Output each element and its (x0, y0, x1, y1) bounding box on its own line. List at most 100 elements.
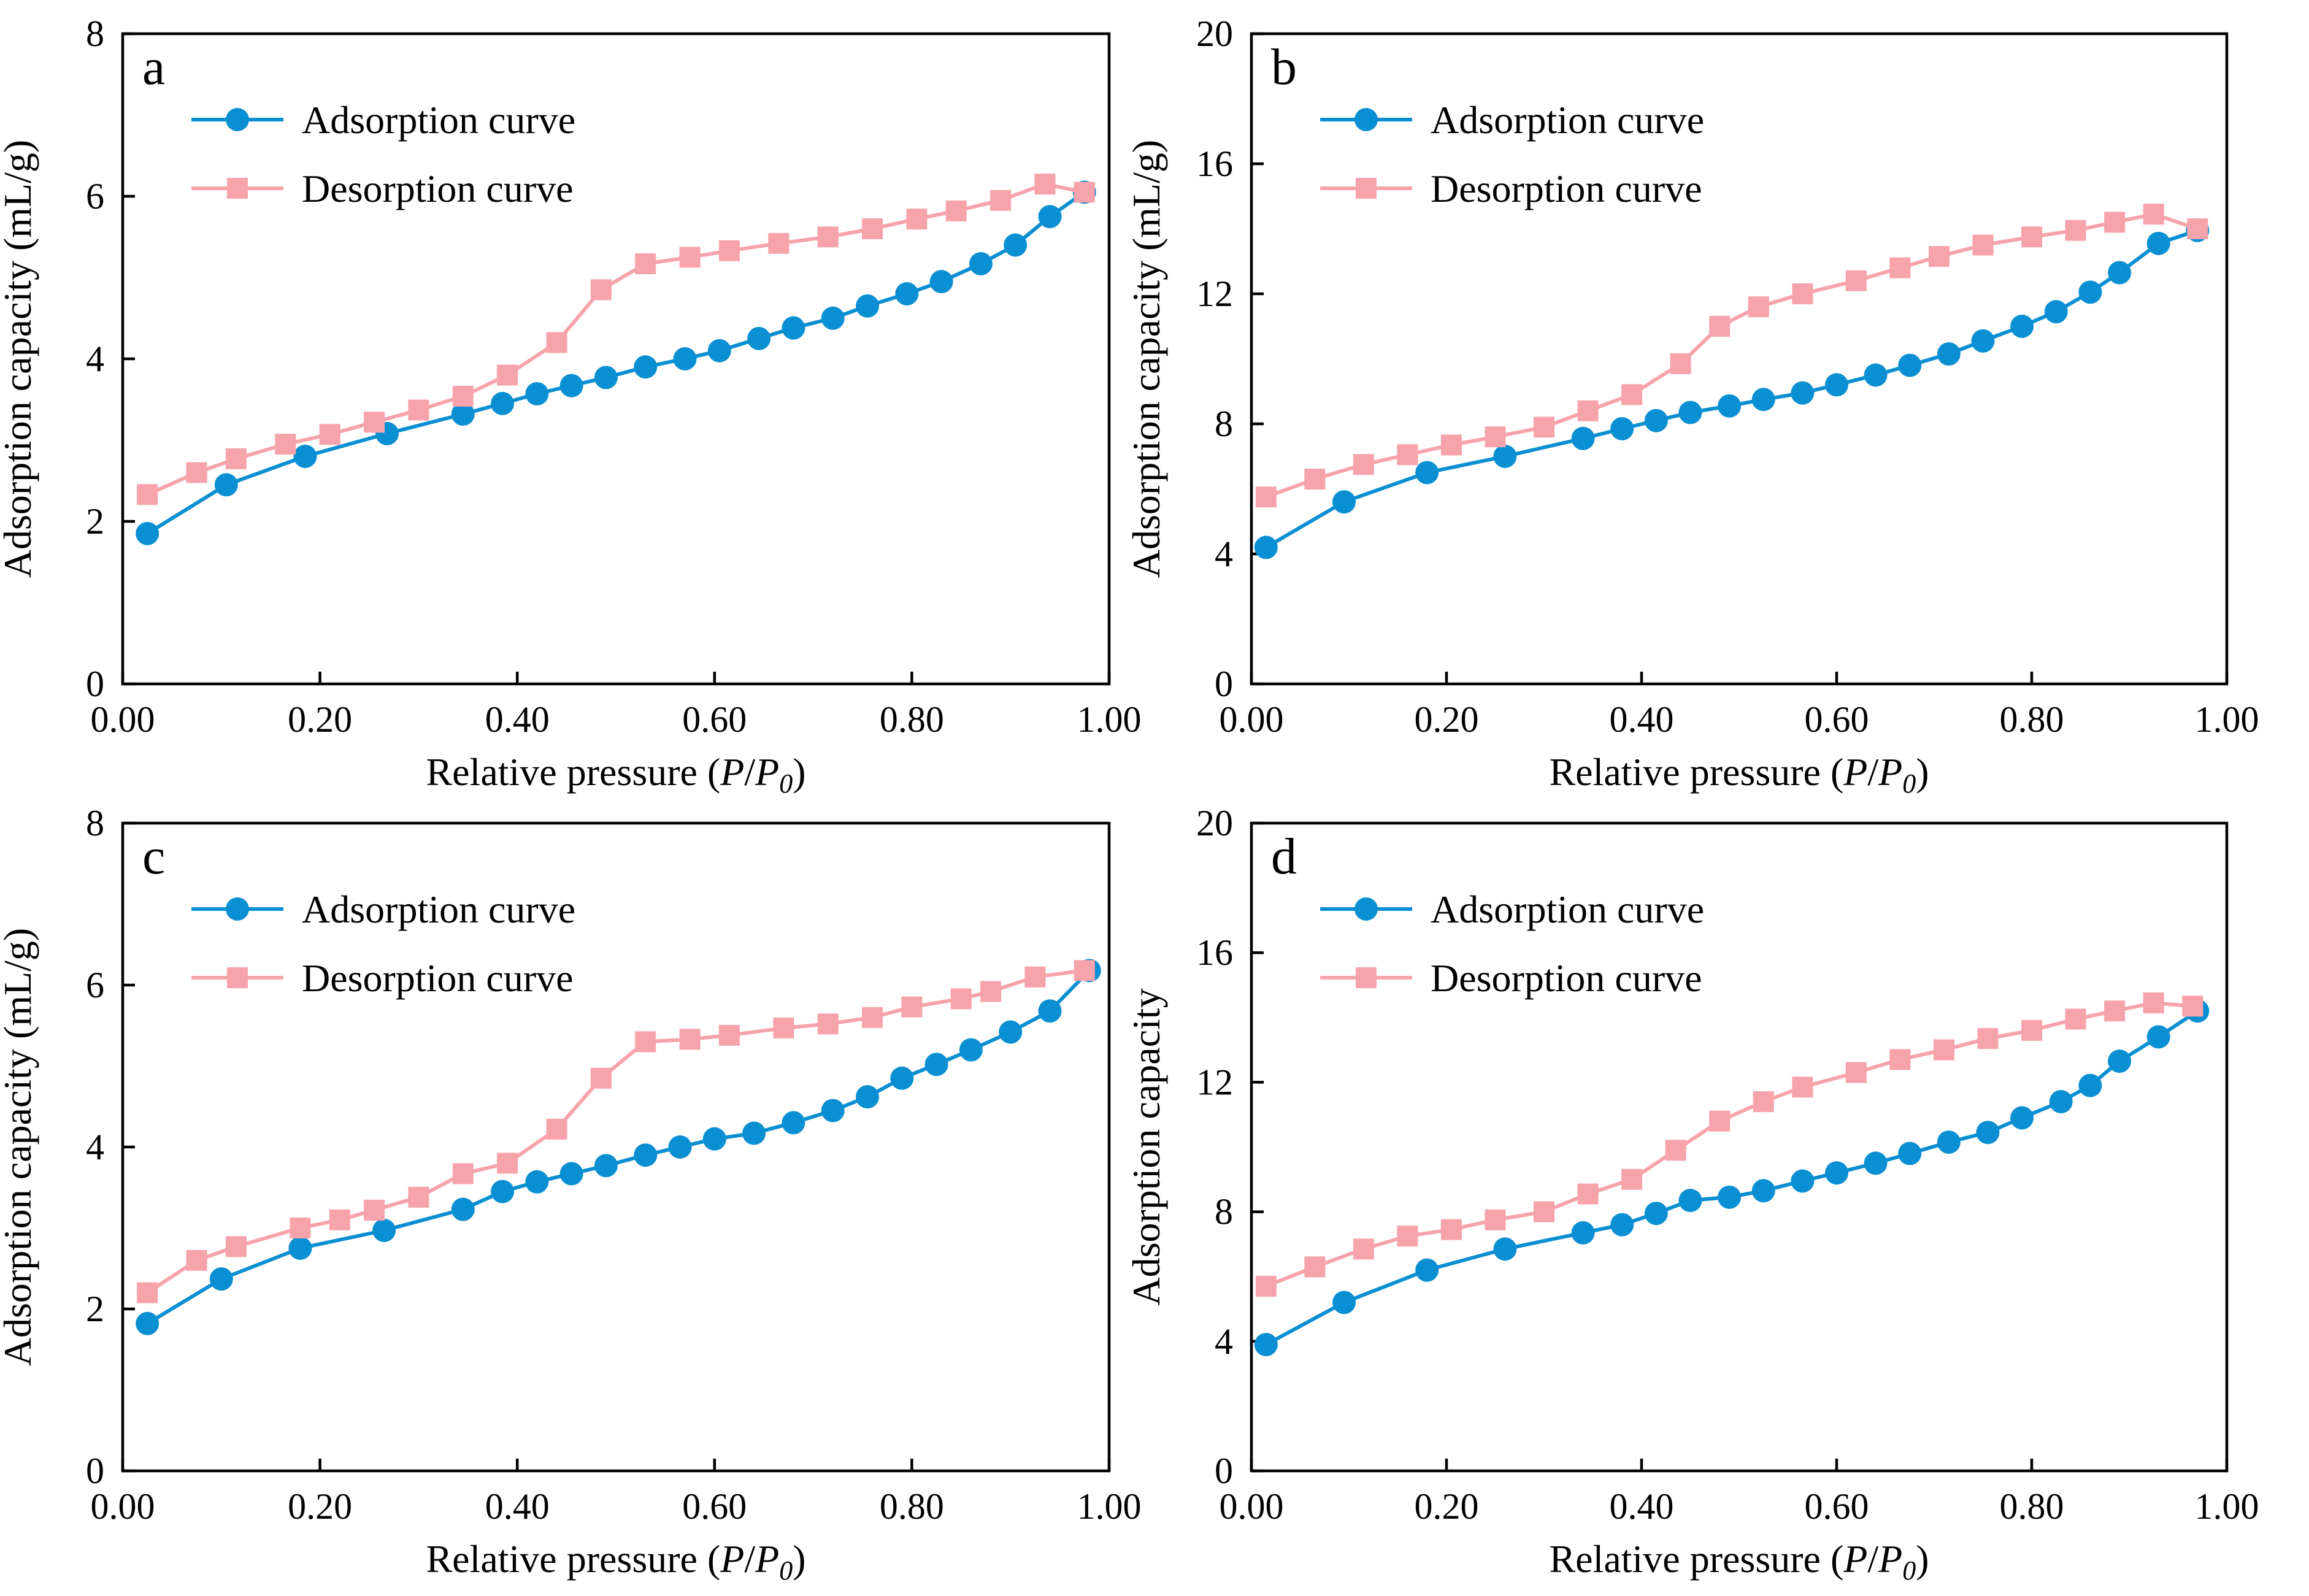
legend-desorption-marker (227, 967, 248, 988)
desorption-point (2021, 1019, 2042, 1041)
x-tick-label: 0.00 (91, 1486, 155, 1527)
adsorption-point (451, 402, 475, 426)
x-tick-label: 0.00 (91, 699, 155, 740)
y-tick-label: 6 (86, 965, 104, 1005)
y-tick-label: 0 (1215, 1451, 1233, 1491)
y-tick-label: 8 (86, 803, 104, 843)
desorption-series (137, 960, 1095, 1303)
adsorption-point (1493, 1237, 1517, 1261)
desorption-point (1577, 400, 1599, 421)
desorption-point (1748, 296, 1769, 318)
x-tick-label: 0.40 (485, 1486, 550, 1527)
legend: Adsorption curve Desorption curve (191, 888, 575, 1000)
x-tick-label: 0.20 (288, 1486, 352, 1527)
adsorption-point (1718, 394, 1742, 418)
desorption-point (1845, 270, 1867, 291)
adsorption-point (1415, 1258, 1439, 1282)
legend-desorption-marker (1356, 967, 1377, 988)
y-tick-label: 12 (1196, 274, 1233, 314)
x-tick-label: 0.00 (1220, 1486, 1284, 1527)
adsorption-point (1751, 388, 1775, 412)
panel-letter: d (1271, 828, 1297, 885)
adsorption-point (1864, 363, 1888, 387)
legend-desorption-label: Desorption curve (1431, 956, 1702, 1000)
desorption-point (290, 1218, 311, 1238)
x-tick-label: 0.80 (2000, 1486, 2064, 1527)
desorption-point (2182, 996, 2203, 1017)
adsorption-point (673, 347, 697, 370)
desorption-line (1265, 212, 2199, 499)
x-axis-label-part: P (1843, 1537, 1867, 1581)
adsorption-point (1004, 233, 1028, 257)
x-axis-label-part: P (1843, 750, 1867, 794)
adsorption-point (288, 1237, 312, 1260)
legend-adsorption-marker (226, 108, 249, 131)
panel-letter: c (142, 828, 165, 885)
adsorption-point (856, 294, 880, 318)
plot-frame (1250, 32, 2229, 686)
adsorption-point (821, 306, 845, 330)
x-axis-label-part: 0 (1902, 1556, 1916, 1586)
legend-desorption-label: Desorption curve (302, 956, 574, 1000)
desorption-point (1304, 1256, 1326, 1278)
desorption-point (2065, 220, 2086, 241)
desorption-point (1621, 1168, 1643, 1190)
adsorption-point (136, 521, 159, 545)
adsorption-point (782, 316, 805, 340)
desorption-point (1034, 174, 1056, 195)
desorption-point (1255, 1276, 1277, 1297)
legend-adsorption-label: Adsorption curve (1431, 888, 1704, 931)
x-tick-label: 0.60 (1805, 699, 1869, 740)
adsorption-point (594, 1154, 618, 1178)
desorption-point (1485, 426, 1506, 448)
x-axis-label-part: P (720, 1537, 744, 1581)
y-tick-label: 4 (1215, 534, 1233, 574)
y-axis-label: Adsorption capacity (mL/g) (0, 928, 39, 1366)
adsorption-point (1038, 205, 1062, 229)
adsorption-point (634, 1143, 658, 1167)
adsorption-point (2146, 231, 2170, 255)
desorption-point (225, 448, 247, 469)
desorption-point (635, 1031, 656, 1053)
desorption-point (186, 1249, 207, 1271)
y-axis-label: Adsorption capacity (mL/g) (0, 140, 39, 578)
panel-d: 0.00 0.20 0.40 0.60 0.80 1.00 0 4 8 12 16 20 d Adsorp… (1124, 803, 2259, 1586)
adsorption-point (999, 1020, 1023, 1044)
x-tick-label: 0.40 (1610, 1486, 1674, 1527)
x-tick-label: 0.80 (2000, 699, 2064, 740)
adsorption-point (742, 1121, 766, 1145)
adsorption-point (1937, 1130, 1961, 1154)
adsorption-point (1415, 461, 1439, 485)
adsorption-point (1644, 1202, 1668, 1226)
adsorption-point (2078, 1073, 2102, 1097)
desorption-point (1304, 469, 1326, 490)
desorption-point (546, 332, 567, 353)
desorption-point (1933, 1039, 1954, 1061)
x-axis-label-part: / (744, 750, 755, 794)
adsorption-line (1265, 1009, 2199, 1346)
y-tick-label: 16 (1196, 144, 1233, 184)
y-tick-label: 12 (1196, 1062, 1233, 1102)
desorption-series (137, 174, 1095, 505)
desorption-point (1845, 1062, 1867, 1083)
adsorption-point (895, 282, 919, 305)
adsorption-series (1254, 218, 2210, 559)
adsorption-point (1571, 1221, 1595, 1245)
x-axis-label-part: / (744, 1537, 755, 1581)
adsorption-point (1976, 1121, 2000, 1145)
legend: Adsorption curve Desorption curve (191, 98, 575, 210)
desorption-point (718, 1024, 740, 1046)
desorption-point (1709, 1110, 1731, 1132)
x-tick-label: 0.80 (880, 1486, 944, 1527)
x-axis-label-part: 0 (779, 1556, 793, 1586)
adsorption-point (214, 473, 238, 497)
adsorption-point (821, 1099, 845, 1122)
adsorption-point (1825, 1161, 1848, 1185)
desorption-point (2021, 226, 2042, 248)
legend-desorption-label: Desorption curve (302, 167, 574, 210)
desorption-point (1534, 416, 1554, 438)
desorption-point (2143, 204, 2164, 225)
desorption-point (2104, 1000, 2126, 1022)
adsorption-point (2049, 1090, 2073, 1114)
